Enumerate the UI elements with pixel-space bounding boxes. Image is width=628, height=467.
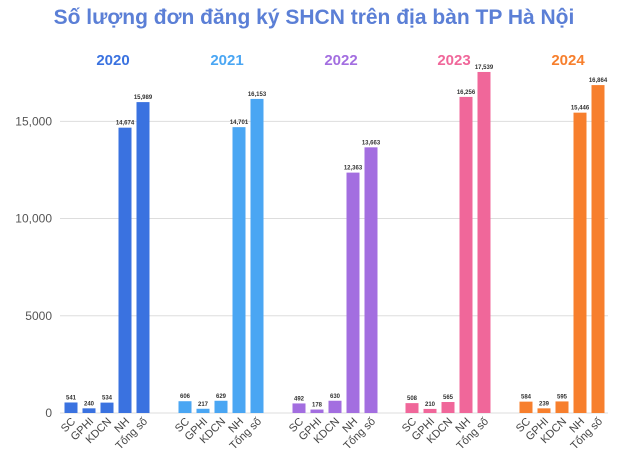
bar (477, 71, 491, 413)
value-label: 12,363 (344, 166, 363, 172)
year-header: 2024 (551, 52, 585, 69)
bar (573, 112, 587, 414)
bar (346, 172, 360, 413)
value-label: 595 (557, 394, 568, 400)
value-label: 16,153 (248, 92, 267, 98)
value-label: 606 (180, 394, 191, 400)
year-header: 2020 (96, 52, 129, 69)
bar (364, 147, 378, 413)
bar (555, 401, 569, 413)
value-label: 508 (407, 396, 418, 402)
value-label: 15,446 (571, 106, 590, 112)
y-tick-label: 5000 (25, 309, 52, 323)
value-label: 240 (84, 401, 95, 407)
bar (310, 409, 324, 413)
value-label: 17,539 (475, 65, 494, 71)
bar (423, 408, 437, 413)
value-label: 13,663 (362, 140, 381, 146)
bar (441, 402, 455, 413)
value-label: 629 (216, 394, 227, 400)
value-label: 15,989 (134, 95, 153, 101)
bar (519, 401, 533, 413)
year-header: 2023 (437, 52, 470, 69)
value-label: 584 (521, 395, 532, 401)
value-label: 210 (425, 402, 436, 408)
bar (214, 400, 228, 413)
bar (82, 408, 96, 413)
y-tick-label: 15,000 (15, 114, 52, 128)
value-label: 239 (539, 401, 550, 407)
bar (118, 127, 132, 413)
value-label: 541 (66, 395, 77, 401)
y-tick-label: 0 (45, 406, 52, 420)
bar (196, 408, 210, 413)
bar (405, 403, 419, 413)
bar (64, 402, 78, 413)
value-label: 534 (102, 396, 113, 402)
value-label: 14,674 (116, 121, 135, 127)
bar (136, 102, 150, 413)
value-label: 565 (443, 395, 454, 401)
value-label: 630 (330, 394, 341, 400)
value-label: 14,701 (230, 120, 249, 126)
value-label: 217 (198, 402, 209, 408)
y-tick-label: 10,000 (15, 212, 52, 226)
bar (250, 98, 264, 414)
year-header: 2022 (324, 52, 357, 69)
value-label: 16,864 (589, 78, 608, 84)
year-header: 2021 (210, 52, 243, 69)
bar (232, 127, 246, 414)
bar (100, 402, 114, 413)
value-label: 16,256 (457, 90, 476, 96)
value-label: 492 (294, 396, 305, 402)
chart-title: Số lượng đơn đăng ký SHCN trên địa bàn T… (53, 6, 575, 29)
value-label: 178 (312, 403, 323, 409)
bar (591, 85, 605, 413)
bar (178, 401, 192, 413)
bar (328, 400, 342, 413)
bar (292, 403, 306, 413)
bar (459, 96, 473, 414)
bar (537, 408, 551, 413)
